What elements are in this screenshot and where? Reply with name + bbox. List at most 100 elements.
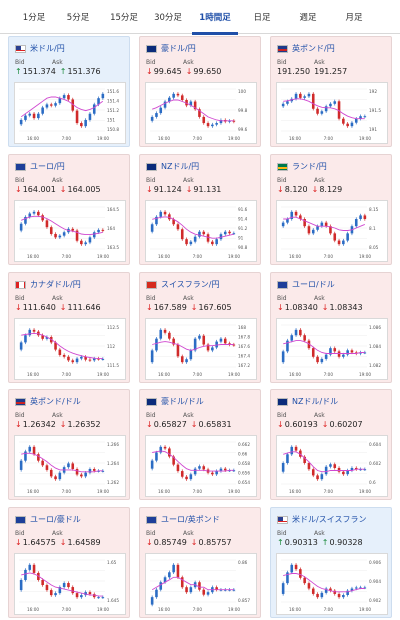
candle-down xyxy=(294,446,298,451)
price-chart[interactable]: 168 167.8 167.6 167.4 167.2 16:00 7:00 19:00 xyxy=(145,318,257,380)
candle-down xyxy=(311,348,315,357)
rate-card[interactable]: 米ドル/スイスフラン Bid Ask ↑0.90313 ↑0.90328 0.906 0.9… xyxy=(270,507,392,618)
candle-up xyxy=(286,340,289,352)
candle-up xyxy=(303,96,306,98)
y-tick-label: 0.66 xyxy=(238,452,248,457)
price-chart[interactable]: 151.6 151.4 151.2 151 150.8 16:00 7:00 19:00 xyxy=(14,82,126,144)
candle-up xyxy=(97,98,100,105)
rate-card[interactable]: 豪ドル/ドル Bid Ask ↓0.65827 ↓0.65831 0.662 0.66 0.6… xyxy=(139,389,261,500)
price-chart[interactable]: 0.86 0.857 16:00 7:00 19:00 xyxy=(145,553,257,615)
candle-up xyxy=(193,468,197,475)
rate-card[interactable]: ランド/円 Bid Ask ↓8.120 ↓8.129 8.15 8.1 8.05 16:00 7… xyxy=(270,154,392,265)
price-chart[interactable]: 192 191.5 191 16:00 7:00 19:00 xyxy=(276,82,388,144)
price-chart[interactable]: 8.15 8.1 8.05 16:00 7:00 19:00 xyxy=(276,200,388,262)
x-tick-label: 19:00 xyxy=(228,607,240,612)
price-chart[interactable]: 0.604 0.602 0.6 16:00 7:00 19:00 xyxy=(276,435,388,497)
candle-down xyxy=(45,220,49,228)
candlestick-chart: 0.604 0.602 0.6 16:00 7:00 19:00 xyxy=(281,441,381,494)
rate-card[interactable]: スイスフラン/円 Bid Ask ↓167.589 ↓167.605 168 167.8 16… xyxy=(139,272,261,383)
ask-value: 0.65831 xyxy=(198,420,232,429)
rate-card[interactable]: NZドル/ドル Bid Ask ↓0.60193 ↓0.60207 0.604 0.602 0… xyxy=(270,389,392,500)
candle-up xyxy=(24,451,27,461)
candle-up xyxy=(316,226,319,230)
rate-card[interactable]: ユーロ/豪ドル Bid Ask ↓1.64575 ↓1.64589 1.65 1.645 16… xyxy=(8,507,130,618)
candle-up xyxy=(150,350,154,363)
price-chart[interactable]: 0.906 0.904 0.902 16:00 7:00 19:00 xyxy=(276,553,388,615)
card-header: ユーロ/英ポンド xyxy=(146,514,220,525)
candle-down xyxy=(228,343,231,345)
candle-down xyxy=(75,469,79,475)
rate-card[interactable]: 米ドル/円 Bid Ask ↑151.374 ↑151.376 151.6 151.4 151… xyxy=(8,36,130,147)
rate-card[interactable]: ユーロ/ドル Bid Ask ↓1.08340 ↓1.08343 1.086 1.084 1.… xyxy=(270,272,392,383)
price-chart[interactable]: 100 99.8 99.6 16:00 7:00 19:00 xyxy=(145,82,257,144)
tab-timeframe[interactable]: 月足 xyxy=(345,13,363,23)
y-tick-label: 164 xyxy=(107,226,115,231)
x-tick-label: 19:00 xyxy=(359,607,371,612)
currency-pair-name: 米ドル/円 xyxy=(30,44,65,53)
tab-timeframe[interactable]: 1時間足 xyxy=(192,0,238,35)
price-chart[interactable]: 112.5 112 111.5 16:00 7:00 19:00 xyxy=(14,318,126,380)
arrow-up-icon: ↑ xyxy=(15,67,22,76)
price-chart[interactable]: 91.6 91.4 91.2 91 90.8 16:00 7:00 19:00 xyxy=(145,200,257,262)
nz-flag-icon xyxy=(277,397,288,406)
bid-value: 0.60193 xyxy=(284,420,318,429)
candle-down xyxy=(299,215,302,220)
y-tick-label: 112.5 xyxy=(107,325,119,330)
tab-timeframe[interactable]: 30分足 xyxy=(154,13,182,23)
moving-average-line xyxy=(283,573,365,593)
bid-value: 1.64575 xyxy=(22,538,56,547)
price-chart[interactable]: 164.5 164 163.5 16:00 7:00 19:00 xyxy=(14,200,126,262)
tab-timeframe[interactable]: 1分足 xyxy=(22,13,46,23)
rate-card[interactable]: カナダドル/円 Bid Ask ↓111.640 ↓111.646 112.5 112 111… xyxy=(8,272,130,383)
y-tick-label: 163.5 xyxy=(107,245,119,250)
candle-up xyxy=(286,219,289,223)
candle-up xyxy=(62,583,66,588)
tab-timeframe[interactable]: 15分足 xyxy=(110,13,138,23)
ask-value: 0.90328 xyxy=(329,538,363,547)
y-tick-label: 0.604 xyxy=(369,442,381,447)
tab-timeframe[interactable]: 5分足 xyxy=(66,13,90,23)
rate-card[interactable]: ユーロ/円 Bid Ask ↓164.001 ↓164.005 164.5 164 163.5… xyxy=(8,154,130,265)
candle-down xyxy=(71,360,75,363)
card-header: ユーロ/ドル xyxy=(277,279,335,290)
arrow-down-icon: ↓ xyxy=(185,67,193,76)
candlestick-chart: 91.6 91.4 91.2 91 90.8 16:00 7:00 19:00 xyxy=(150,206,248,259)
price-chart[interactable]: 0.662 0.66 0.658 0.656 0.654 16:00 7:00 19:00 xyxy=(145,435,257,497)
price-chart[interactable]: 1.266 1.264 1.262 16:00 7:00 19:00 xyxy=(14,435,126,497)
arrow-down-icon: ↓ xyxy=(277,185,284,194)
candle-up xyxy=(359,352,362,354)
candle-up xyxy=(232,470,236,472)
x-tick-label: 19:00 xyxy=(228,136,240,141)
x-tick-label: 16:00 xyxy=(27,136,39,141)
bid-ask-values: ↓111.640 ↓111.646 xyxy=(15,303,101,312)
candle-down xyxy=(202,231,206,235)
candle-up xyxy=(342,354,345,357)
candle-up xyxy=(286,572,289,584)
y-tick-label: 111.5 xyxy=(107,363,119,368)
ask-label: Ask xyxy=(314,59,325,66)
currency-pair-name: ランド/円 xyxy=(292,162,327,171)
price-chart[interactable]: 1.65 1.645 16:00 7:00 19:00 xyxy=(14,553,126,615)
currency-pair-name: 豪ドル/ドル xyxy=(161,397,204,406)
tab-timeframe[interactable]: 日足 xyxy=(253,13,271,23)
tab-timeframe[interactable]: 週足 xyxy=(299,13,317,23)
rate-card[interactable]: 豪ドル/円 Bid Ask ↓99.645 ↓99.650 100 99.8 99.6 16:0… xyxy=(139,36,261,147)
candle-up xyxy=(198,231,201,237)
rate-card[interactable]: 英ポンド/円 Bid Ask 191.250 191.257 192 191.5 191 16:… xyxy=(270,36,392,147)
candle-up xyxy=(24,335,27,343)
candlestick-chart: 1.65 1.645 16:00 7:00 19:00 xyxy=(19,559,119,612)
price-chart[interactable]: 1.086 1.084 1.082 16:00 7:00 19:00 xyxy=(276,318,388,380)
rate-card[interactable]: ユーロ/英ポンド Bid Ask ↓0.85749 ↓0.85757 0.86 0.857 1… xyxy=(139,507,261,618)
currency-pair-name: ユーロ/英ポンド xyxy=(161,515,220,524)
rate-card[interactable]: NZドル/円 Bid Ask ↓91.124 ↓91.131 91.6 91.4 91.2 91… xyxy=(139,154,261,265)
candle-up xyxy=(67,463,70,468)
candle-up xyxy=(215,239,218,245)
rate-card[interactable]: 英ポンド/ドル Bid Ask ↓1.26342 ↓1.26352 1.266 1.264 1… xyxy=(8,389,130,500)
candle-up xyxy=(290,211,294,220)
candle-down xyxy=(84,356,87,360)
candle-down xyxy=(67,583,70,588)
candle-down xyxy=(176,93,180,96)
candle-up xyxy=(193,338,197,351)
candle-down xyxy=(333,464,337,468)
y-tick-label: 0.6 xyxy=(369,480,376,485)
